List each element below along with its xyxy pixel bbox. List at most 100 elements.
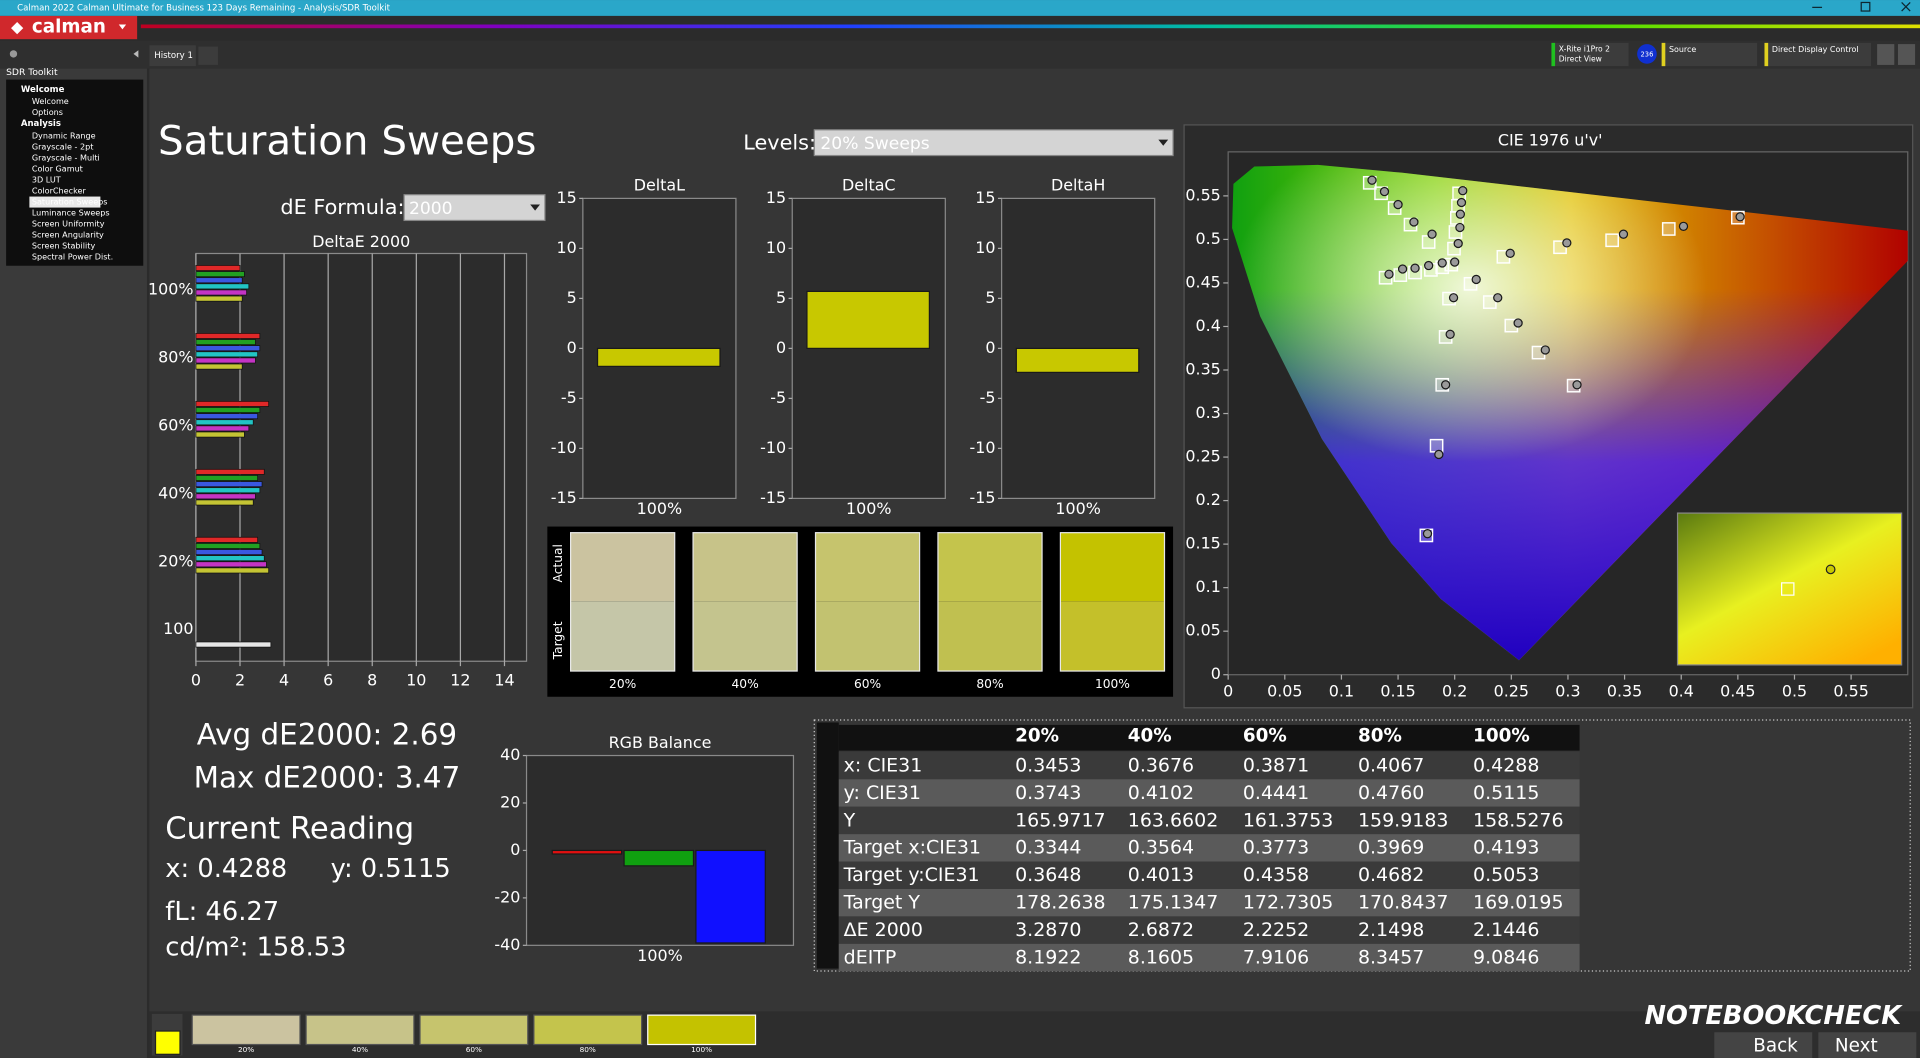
bar <box>195 407 261 413</box>
y-tick-label: 0.4 <box>1196 316 1221 335</box>
display-panel[interactable] <box>1764 42 1872 67</box>
strip-label: 100% <box>691 1045 712 1054</box>
strip-swatch[interactable] <box>533 1014 643 1046</box>
measured-point <box>1367 175 1377 185</box>
logo-text: calman <box>32 17 106 38</box>
y-tick-label: 0.3 <box>1196 403 1221 422</box>
source-label: Source <box>1669 45 1696 54</box>
tree-item[interactable]: Screen Uniformity <box>32 219 105 229</box>
next-button[interactable] <box>1818 1032 1917 1058</box>
measured-point <box>1735 212 1745 222</box>
bar <box>195 271 245 278</box>
actual-swatch <box>815 532 920 602</box>
x-tick-label: 6 <box>323 670 333 689</box>
swatch-label: 60% <box>854 677 881 691</box>
tree-item[interactable]: Screen Angularity <box>32 230 104 240</box>
y-tick-label: -10 <box>551 438 577 457</box>
window-controls[interactable] <box>1812 1 1911 12</box>
table-row <box>838 889 1580 917</box>
bar <box>195 295 243 302</box>
measured-point <box>1409 217 1419 227</box>
tab[interactable] <box>149 45 196 67</box>
toolbar-icon[interactable] <box>9 50 18 58</box>
table-cell: 2.6872 <box>1128 919 1194 941</box>
x-tick-label: 0.45 <box>1720 681 1755 700</box>
levels-dropdown[interactable] <box>813 129 1174 157</box>
tree-item[interactable]: Options <box>32 107 63 117</box>
target-swatch <box>693 601 798 672</box>
camera-button[interactable] <box>1897 44 1916 65</box>
next-label[interactable]: Next <box>1835 1035 1878 1056</box>
logo-box[interactable] <box>0 15 138 40</box>
bar <box>195 536 259 543</box>
table-row <box>838 779 1580 807</box>
strip-label: 20% <box>238 1045 254 1054</box>
tree-item[interactable]: Saturation Sweeps <box>32 197 108 207</box>
reading-title: Current Reading <box>165 812 414 847</box>
table-cell: 169.0195 <box>1473 892 1564 914</box>
tree-group: Analysis <box>21 119 61 129</box>
reading-color <box>154 1030 181 1055</box>
bar <box>195 413 259 420</box>
tree-item[interactable]: Grayscale - 2pt <box>32 141 94 151</box>
back-label[interactable]: Back <box>1753 1035 1798 1056</box>
target-swatch <box>570 601 675 672</box>
collapse-arrow[interactable] <box>133 50 139 58</box>
zoom-inset <box>1676 512 1903 666</box>
measured-point <box>1618 229 1629 239</box>
table-row <box>838 943 1580 972</box>
formula-label: dE Formula: <box>280 195 404 219</box>
table-cell: Target x:CIE31 <box>843 837 981 859</box>
tree-item[interactable]: 3D LUT <box>32 175 61 185</box>
formula-dropdown[interactable] <box>403 194 546 222</box>
actual-swatch <box>693 532 798 602</box>
strip-swatch[interactable] <box>305 1014 415 1046</box>
source-status <box>1661 42 1666 67</box>
bar <box>195 567 270 574</box>
sidebar-title: SDR Toolkit <box>6 67 58 78</box>
bar <box>195 555 265 562</box>
bar <box>195 641 272 648</box>
bar <box>195 425 250 432</box>
strip-swatch[interactable] <box>191 1014 301 1046</box>
tree-item[interactable]: ColorChecker <box>32 186 87 196</box>
y-tick-label: 0 <box>567 338 577 357</box>
tree-item[interactable]: Welcome <box>32 96 69 106</box>
meter-panel[interactable] <box>1551 42 1629 67</box>
maximize-button[interactable] <box>1860 1 1871 12</box>
meter-badge[interactable] <box>1637 44 1657 64</box>
target-swatch <box>1060 601 1165 672</box>
strip-swatch[interactable] <box>647 1014 757 1046</box>
tree-item[interactable]: Screen Stability <box>32 241 96 251</box>
strip-swatch[interactable] <box>419 1014 529 1046</box>
table-row <box>838 916 1580 944</box>
x-tick-label: 100% <box>637 499 682 518</box>
avg-de: Avg dE2000: 2.69 <box>197 717 457 751</box>
table-cell: 0.3564 <box>1128 837 1194 859</box>
tree-item[interactable]: Spectral Power Dist. <box>32 252 113 262</box>
settings-button[interactable] <box>1877 44 1895 65</box>
target-swatch <box>815 601 920 672</box>
close-button[interactable] <box>1901 2 1911 12</box>
tab-add[interactable] <box>198 46 218 65</box>
locus-white <box>1232 164 1908 661</box>
table-cell: 0.4441 <box>1243 782 1309 804</box>
table-cell: y: CIE31 <box>844 782 921 804</box>
bar <box>195 283 250 290</box>
tree-item[interactable]: Color Gamut <box>32 164 83 174</box>
y-tick-label: 20% <box>158 551 193 570</box>
target-swatch <box>937 601 1043 672</box>
tree-item[interactable]: Luminance Sweeps <box>32 208 110 218</box>
source-panel[interactable] <box>1661 42 1758 67</box>
strip-label: 40% <box>352 1045 368 1054</box>
y-tick-label: 0 <box>985 338 995 357</box>
back-button[interactable] <box>1714 1032 1813 1058</box>
y-tick-label: -5 <box>561 388 577 407</box>
tree-item[interactable]: Dynamic Range <box>32 130 96 140</box>
table-cell: 0.4102 <box>1128 782 1194 804</box>
tree-item[interactable]: Grayscale - Multi <box>32 152 100 162</box>
table-row <box>838 806 1580 835</box>
